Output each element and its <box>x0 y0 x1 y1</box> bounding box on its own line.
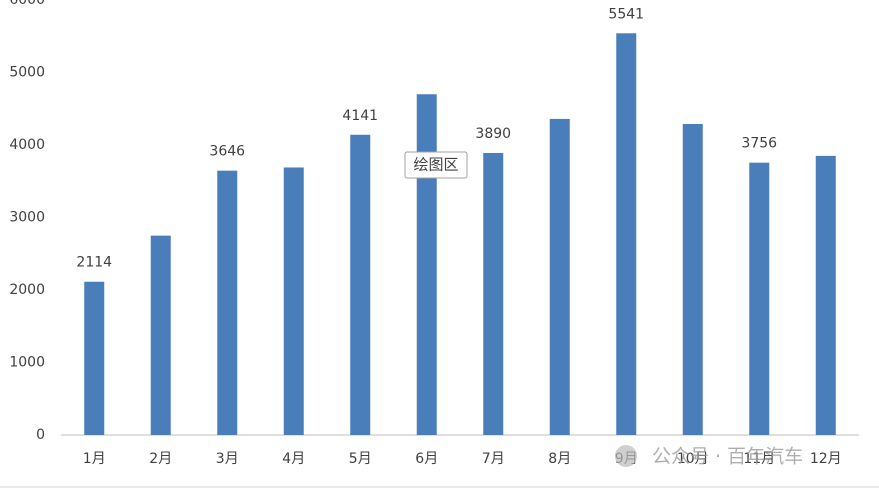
bar <box>283 167 304 435</box>
y-tick-label: 2000 <box>9 282 45 298</box>
bar <box>682 123 703 435</box>
y-tick-label: 5000 <box>9 65 45 81</box>
y-tick-label: 4000 <box>9 137 45 153</box>
bar <box>84 281 105 435</box>
bar <box>815 155 836 435</box>
y-tick-label: 3000 <box>9 210 45 226</box>
y-tick-label: 0 <box>36 427 45 443</box>
bar <box>616 33 637 436</box>
bar <box>217 170 238 436</box>
x-tick-label: 2月 <box>149 451 172 467</box>
bar <box>549 118 570 436</box>
x-tick-label: 11月 <box>743 451 775 467</box>
x-tick-label: 10月 <box>677 451 709 467</box>
tooltip-box <box>404 151 468 179</box>
data-label: 4141 <box>342 108 378 124</box>
data-label: 2114 <box>76 255 112 271</box>
bar <box>483 152 504 435</box>
x-tick-label: 3月 <box>216 451 239 467</box>
data-label: 3890 <box>475 126 511 142</box>
x-tick-label: 8月 <box>548 451 571 467</box>
data-label: 5541 <box>608 6 644 22</box>
data-label: 3756 <box>741 136 777 152</box>
watermark-icon <box>615 445 637 467</box>
bar <box>350 134 371 435</box>
bar <box>416 94 437 435</box>
x-tick-label: 12月 <box>810 451 842 467</box>
x-tick-label: 5月 <box>349 451 372 467</box>
x-tick-label: 1月 <box>83 451 106 467</box>
data-label: 3646 <box>209 144 245 160</box>
y-tick-label: 1000 <box>9 355 45 371</box>
bar <box>749 162 770 435</box>
x-tick-label: 4月 <box>282 451 305 467</box>
y-tick-label: 6000 <box>9 0 45 8</box>
tooltip: 绘图区 <box>413 156 458 174</box>
watermark: 公众号 · 百年汽车 <box>652 446 803 468</box>
bar <box>150 235 171 435</box>
x-tick-label: 6月 <box>415 451 438 467</box>
x-tick-label: 7月 <box>482 451 505 467</box>
